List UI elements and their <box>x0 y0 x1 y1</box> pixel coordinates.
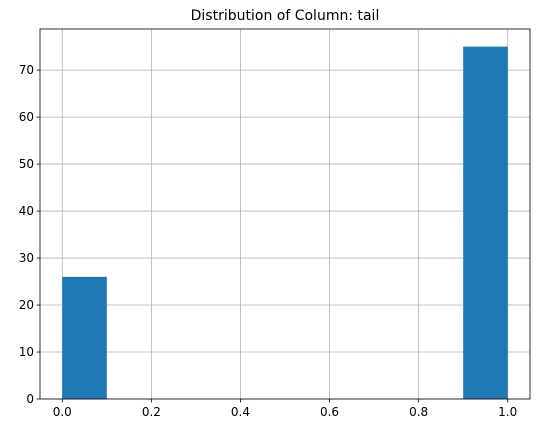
y-tick-label: 20 <box>19 298 34 312</box>
y-tick-label: 70 <box>19 63 34 77</box>
chart-title: Distribution of Column: tail <box>191 8 380 24</box>
plot-frame <box>39 28 531 400</box>
histogram-bar <box>62 276 107 399</box>
x-tick-label: 0.4 <box>231 405 250 419</box>
y-tick-label: 0 <box>26 392 34 406</box>
axes-layer: 0.0 0.2 0.4 0.6 0.8 1.0 0 10 20 30 40 50 60 70 <box>19 28 531 419</box>
x-tick-label: 0.2 <box>142 405 161 419</box>
y-tick-label: 10 <box>19 345 34 359</box>
bars-layer <box>62 46 508 399</box>
x-tick-label: 0.6 <box>320 405 339 419</box>
y-tick-label: 30 <box>19 251 34 265</box>
x-tick-label: 1.0 <box>498 405 517 419</box>
grid-layer <box>40 29 530 400</box>
y-tick-label: 50 <box>19 157 34 171</box>
y-tick-label: 40 <box>19 204 34 218</box>
y-tick-label: 60 <box>19 110 34 124</box>
x-tick-label: 0.8 <box>409 405 428 419</box>
x-tick-label: 0.0 <box>53 405 72 419</box>
histogram-bar <box>463 46 508 399</box>
